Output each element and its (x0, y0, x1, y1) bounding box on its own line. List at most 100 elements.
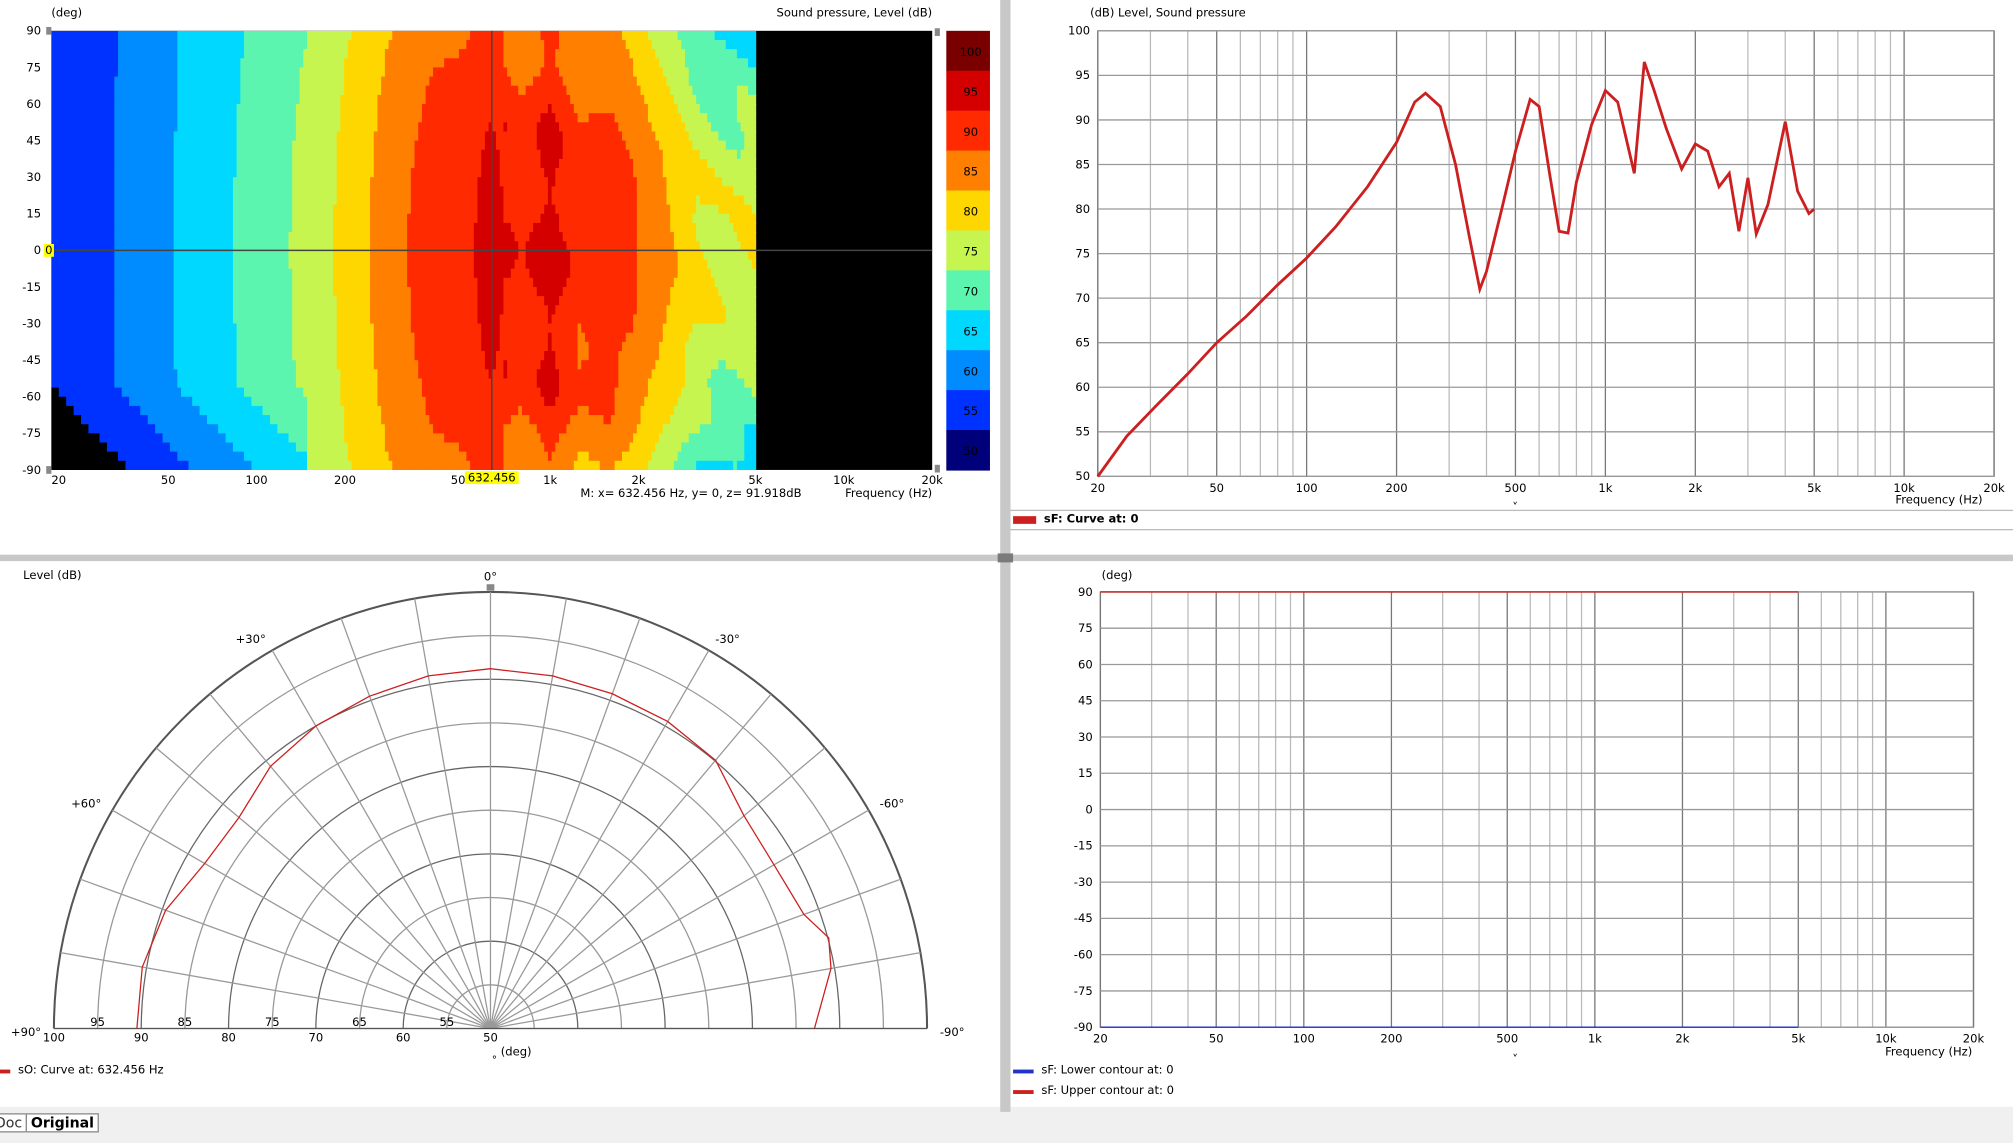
heatmap-cell (155, 396, 160, 407)
heatmap-cell (310, 94, 316, 105)
heatmap-cell (66, 149, 71, 160)
heatmap-cell (433, 268, 438, 279)
heatmap-cell (55, 277, 60, 288)
heatmap-cell (266, 30, 271, 41)
heatmap-cell (88, 433, 93, 444)
heatmap-cell (143, 67, 149, 78)
heatmap-cell (58, 85, 64, 96)
heatmap-cell (151, 158, 156, 169)
heatmap-cell (225, 277, 230, 288)
heatmap-cell (114, 442, 119, 453)
heatmap-cell (295, 104, 301, 114)
heatmap-cell (355, 378, 360, 389)
heatmap-cell (210, 195, 216, 206)
heatmap-cell (295, 332, 301, 343)
heatmap-cell (110, 232, 116, 243)
heatmap-cell (84, 323, 90, 334)
heatmap-cell (395, 232, 401, 243)
heatmap-cell (307, 424, 312, 435)
heatmap-cell (51, 213, 56, 224)
heatmap-cell (381, 314, 386, 325)
heatmap-cell (247, 268, 253, 279)
heatmap-cell (84, 296, 90, 307)
heatmap-cell (362, 451, 368, 462)
heatmap-cell (125, 360, 130, 371)
heatmap-cell (177, 332, 182, 343)
heatmap-cell (384, 122, 390, 133)
heatmap-cell (55, 131, 60, 142)
heatmap-cell (277, 424, 282, 435)
heatmap-cell (118, 396, 123, 407)
heatmap-cell (218, 286, 223, 297)
heatmap-cell (329, 351, 334, 361)
heatmap-cell (103, 186, 108, 197)
heatmap-cell (206, 296, 212, 307)
heatmap-cell (307, 250, 312, 261)
heatmap-cell (232, 204, 238, 215)
heatmap-cell (421, 378, 427, 389)
heatmap-cell (192, 49, 197, 60)
heatmap-cell (399, 241, 405, 252)
heatmap-cell (269, 195, 275, 206)
heatmap-cell (384, 369, 390, 380)
heatmap-cell (373, 49, 379, 60)
heatmap-cell (329, 149, 334, 160)
heatmap-cell (277, 442, 282, 453)
heatmap-cell (307, 268, 312, 279)
heatmap-cell (384, 85, 390, 96)
heatmap-cell (225, 131, 230, 142)
heatmap-cell (373, 186, 379, 197)
heatmap-cell (295, 122, 301, 133)
heatmap-cell (266, 268, 271, 279)
heatmap-cell (399, 30, 405, 41)
heatmap-cell (140, 360, 145, 371)
heatmap-cell (403, 39, 408, 50)
heatmap-cell (221, 360, 227, 371)
heatmap-cell (188, 149, 193, 160)
heatmap-cell (106, 369, 112, 380)
directivity-heatmap-panel[interactable]: 90 75 60 45 30 15 0 -15 -30 -45 -60 -75 -90 20 50 100 2… (0, 0, 1001, 555)
heatmap-cell (195, 140, 201, 151)
heatmap-cell (273, 241, 279, 252)
heatmap-cell (336, 286, 342, 297)
heatmap-cell (214, 58, 219, 69)
heatmap-cell (132, 424, 138, 435)
heatmap-cell (103, 268, 108, 279)
heatmap-cell (147, 360, 153, 371)
heatmap-cell (51, 405, 56, 416)
heatmap-cell (225, 67, 230, 78)
heatmap-cell (66, 460, 71, 470)
heatmap-cell (69, 424, 75, 435)
heatmap-cell (244, 460, 249, 470)
heatmap-cell (370, 286, 375, 297)
heatmap-cell (95, 222, 101, 233)
heatmap-cell (73, 277, 79, 288)
heatmap-cell (425, 85, 431, 96)
heatmap-cell (210, 49, 216, 60)
heatmap-cell (88, 149, 93, 160)
heatmap-cell (321, 332, 327, 343)
heatmap-cell (318, 277, 323, 288)
heatmap-cell (351, 369, 356, 380)
heatmap-cell (362, 58, 368, 69)
heatmap-cell (199, 351, 205, 361)
heatmap-cell (162, 177, 168, 188)
heatmap-cell (336, 195, 342, 206)
heatmap-cell (114, 277, 119, 288)
heatmap-cell (373, 213, 379, 224)
heatmap-cell (414, 360, 419, 371)
heatmap-cell (92, 168, 97, 178)
heatmap-cell (344, 387, 349, 398)
heatmap-cell (266, 140, 271, 151)
heatmap-cell (218, 177, 223, 188)
heatmap-cell (370, 30, 375, 41)
heatmap-cell (103, 222, 108, 233)
heatmap-cell (236, 104, 242, 114)
heatmap-cell (225, 113, 230, 124)
heatmap-cell (114, 104, 119, 114)
heatmap-cell (181, 396, 186, 407)
heatmap-cell (232, 259, 238, 270)
heatmap-cell (177, 158, 182, 169)
heatmap-cell (329, 369, 334, 380)
